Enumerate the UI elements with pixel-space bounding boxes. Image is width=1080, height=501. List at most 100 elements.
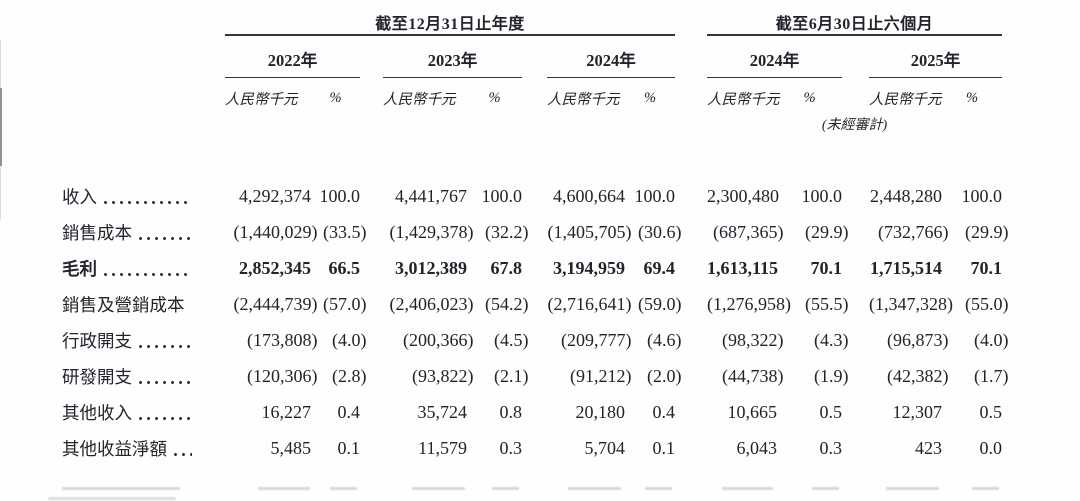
amount-cell: 4,441,767 (395, 185, 467, 206)
year-header-interim-2024: 2024年 (707, 35, 843, 78)
table-row-selling-marketing: 銷售及營銷成本 (2,444,739) (57.0) (2,406,023) (… (62, 286, 1009, 322)
annual-period-header: 截至12月31日止年度 (225, 10, 676, 36)
percent-cell: (4.6) (647, 329, 682, 350)
column-gap (522, 78, 547, 110)
row-label-cell: 其他收入 (62, 394, 225, 430)
amount-cell: 10,665 (727, 401, 778, 422)
dot-leader (138, 342, 192, 350)
row-label-cell: 銷售及營銷成本 (62, 286, 225, 322)
year-header-2023: 2023年 (383, 35, 522, 78)
amount-cell: 11,579 (418, 437, 467, 458)
percent-cell: 66.5 (328, 257, 361, 278)
amount-cell: (2,444,739) (233, 293, 318, 314)
amount-cell: 2,300,480 (707, 185, 780, 206)
column-gap (522, 430, 547, 466)
amount-cell: (1,440,029) (233, 221, 318, 242)
column-gap (522, 35, 547, 78)
percent-cell: (1.7) (974, 365, 1009, 386)
amount-cell: (1,347,328) (869, 293, 954, 314)
percent-cell: (29.9) (965, 221, 1009, 242)
percent-cell: 0.1 (652, 437, 676, 458)
year-header-2022: 2022年 (225, 35, 360, 78)
column-gap (360, 430, 383, 466)
column-gap (675, 35, 707, 78)
percent-cell: (59.0) (638, 293, 682, 314)
amount-cell: (1,429,378) (389, 221, 474, 242)
row-label: 銷售成本 (62, 222, 132, 243)
year-header-2024: 2024年 (547, 35, 676, 78)
income-statement-table: 截至12月31日止年度 截至6月30日止六個月 2022年 2023年 2024… (62, 10, 1009, 466)
percent-cell: 0.5 (979, 401, 1003, 422)
interim-period-header: 截至6月30日止六個月 (707, 10, 1003, 36)
cutoff-row-artifact (645, 487, 672, 490)
column-gap (675, 78, 707, 110)
column-gap (360, 35, 383, 78)
currency-unit-header: 人民幣千元 (547, 92, 620, 108)
percent-header: % (643, 90, 657, 106)
column-gap (675, 394, 707, 430)
column-gap (360, 394, 383, 430)
cutoff-row-artifact (330, 487, 357, 490)
percent-cell: (2.8) (332, 365, 367, 386)
cutoff-row-artifact (886, 487, 939, 490)
scan-edge-artifact (0, 88, 2, 166)
percent-cell: (4.0) (974, 329, 1009, 350)
spacer-cell (62, 35, 225, 78)
currency-unit-header: 人民幣千元 (707, 92, 780, 108)
amount-cell: 1,613,115 (707, 257, 779, 278)
scan-edge-artifact (0, 40, 1, 220)
table-row-gross-profit: 毛利 2,852,345 66.5 3,012,389 67.8 3,194,9… (62, 250, 1002, 286)
amount-cell: 3,012,389 (395, 257, 467, 278)
amount-cell: (96,873) (887, 329, 949, 350)
amount-cell: 6,043 (736, 437, 778, 458)
currency-unit-header: 人民幣千元 (869, 92, 942, 108)
percent-cell: (54.2) (485, 293, 529, 314)
percent-cell: (32.2) (485, 221, 529, 242)
currency-unit-header: 人民幣千元 (225, 92, 298, 108)
dot-leader (138, 378, 192, 386)
percent-cell: 100.0 (319, 185, 361, 206)
row-label-cell: 銷售成本 (62, 214, 225, 250)
year-header-interim-2025: 2025年 (869, 35, 1003, 78)
percent-cell: 100.0 (801, 185, 843, 206)
column-gap (842, 78, 869, 110)
amount-cell: 423 (915, 437, 943, 458)
percent-cell: (1.9) (814, 365, 849, 386)
amount-cell: (209,777) (561, 329, 632, 350)
percent-cell: (4.0) (332, 329, 367, 350)
column-gap (522, 178, 547, 214)
row-label: 收入 (62, 186, 97, 207)
cutoff-row-artifact (568, 487, 621, 490)
column-gap (675, 250, 707, 286)
percent-cell: (2.1) (494, 365, 529, 386)
percent-header: % (329, 90, 342, 106)
percent-cell: 69.4 (643, 257, 676, 278)
amount-cell: (2,716,641) (547, 293, 632, 314)
percent-cell: 0.1 (337, 437, 361, 458)
cutoff-row-artifact (722, 487, 773, 490)
percent-cell: (4.3) (814, 329, 849, 350)
percent-cell: (33.5) (323, 221, 367, 242)
column-gap (675, 10, 707, 35)
table-row-other-gains-net: 其他收益淨額 5,485 0.1 11,579 0.3 5,704 0.1 6,… (62, 430, 1002, 466)
column-gap (842, 250, 869, 286)
amount-cell: (93,822) (412, 365, 474, 386)
column-gap (360, 178, 383, 214)
percent-cell: (29.9) (805, 221, 849, 242)
amount-cell: 1,715,514 (870, 257, 943, 278)
row-label-cell: 行政開支 (62, 322, 225, 358)
percent-cell: (57.0) (323, 293, 367, 314)
dot-leader (138, 414, 192, 422)
cutoff-row-artifact (48, 497, 176, 500)
percent-cell: 70.1 (970, 257, 1003, 278)
table-row-revenue: 收入 4,292,374 100.0 4,441,767 100.0 4,600… (62, 178, 1002, 214)
amount-cell: 3,194,959 (553, 257, 625, 278)
cutoff-row-artifact (62, 487, 180, 490)
period-title-row: 截至12月31日止年度 截至6月30日止六個月 (62, 10, 1003, 36)
spacer-cell (62, 78, 225, 110)
row-label: 研發開支 (62, 366, 132, 387)
column-gap (522, 394, 547, 430)
percent-header: % (965, 90, 979, 106)
spacer-cell (62, 10, 225, 35)
column-gap (842, 430, 869, 466)
